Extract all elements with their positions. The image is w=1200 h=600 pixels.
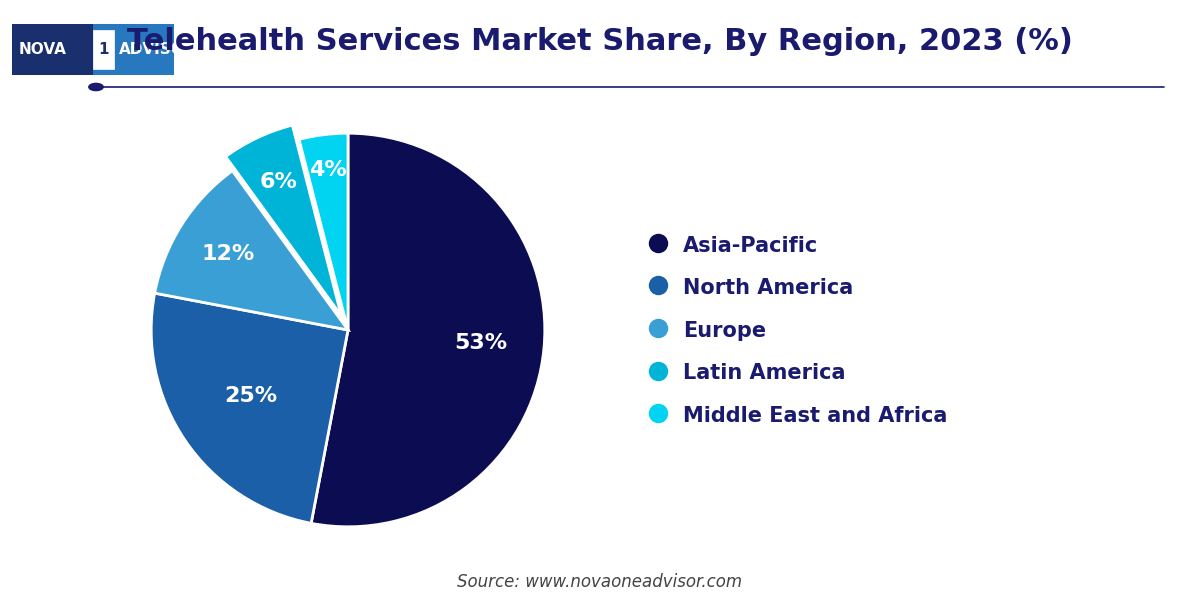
Wedge shape	[155, 171, 348, 330]
Text: 6%: 6%	[259, 172, 298, 192]
Wedge shape	[299, 133, 348, 330]
Text: ADVISOR: ADVISOR	[119, 42, 197, 57]
Text: NOVA: NOVA	[18, 42, 66, 57]
FancyBboxPatch shape	[94, 24, 174, 75]
FancyBboxPatch shape	[94, 30, 114, 69]
Text: Source: www.novaoneadvisor.com: Source: www.novaoneadvisor.com	[457, 573, 743, 591]
Text: 25%: 25%	[223, 386, 277, 406]
Text: 12%: 12%	[202, 244, 254, 264]
Text: 4%: 4%	[308, 160, 347, 180]
Legend: Asia-Pacific, North America, Europe, Latin America, Middle East and Africa: Asia-Pacific, North America, Europe, Lat…	[629, 213, 968, 447]
Wedge shape	[226, 125, 341, 316]
FancyBboxPatch shape	[12, 24, 94, 75]
Text: 1: 1	[98, 42, 109, 57]
Text: Telehealth Services Market Share, By Region, 2023 (%): Telehealth Services Market Share, By Reg…	[127, 28, 1073, 56]
Wedge shape	[151, 293, 348, 523]
Text: 53%: 53%	[455, 332, 508, 353]
Wedge shape	[311, 133, 545, 527]
